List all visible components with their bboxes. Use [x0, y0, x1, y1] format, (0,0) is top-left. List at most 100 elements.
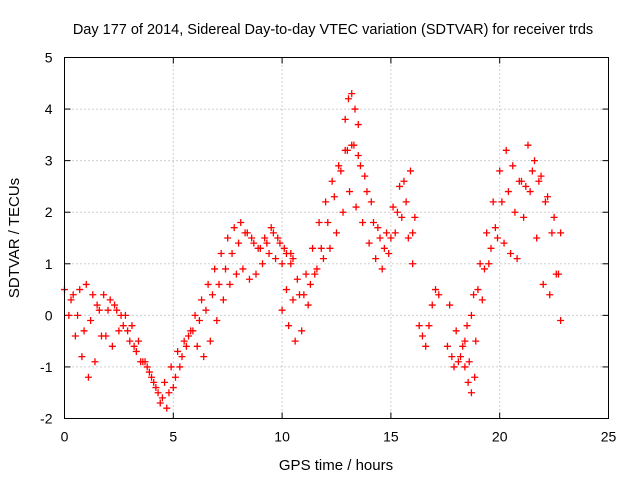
data-point: [535, 177, 543, 185]
y-axis-label: SDTVAR / TECUs: [6, 178, 23, 298]
data-point: [235, 239, 243, 247]
y-tick-label: 3: [45, 153, 53, 169]
data-point: [287, 260, 295, 268]
data-point: [341, 115, 349, 123]
data-point: [250, 239, 258, 247]
data-point: [507, 249, 515, 257]
data-point: [324, 219, 332, 227]
data-point: [311, 270, 319, 278]
data-point: [502, 146, 510, 154]
data-point: [374, 224, 382, 232]
data-point: [241, 229, 249, 237]
data-point: [335, 162, 343, 170]
data-point: [313, 265, 321, 273]
data-point: [289, 255, 297, 263]
data-point: [387, 234, 395, 242]
data-point: [354, 151, 362, 159]
data-point: [372, 255, 380, 263]
data-point: [213, 317, 221, 325]
data-point: [111, 301, 119, 309]
series-arc-h: [415, 286, 443, 350]
data-point: [259, 260, 267, 268]
data-point: [396, 182, 404, 190]
data-point: [517, 177, 525, 185]
x-tick-label: 5: [169, 429, 177, 445]
data-point: [217, 249, 225, 257]
data-point: [237, 219, 245, 227]
data-point: [467, 311, 475, 319]
data-point: [464, 378, 472, 386]
data-point: [95, 306, 103, 314]
data-point: [293, 275, 301, 283]
data-point: [452, 327, 460, 335]
data-point: [82, 280, 90, 288]
data-point: [263, 239, 271, 247]
data-point: [409, 260, 417, 268]
data-point: [352, 203, 360, 211]
data-point: [557, 229, 565, 237]
data-point: [248, 234, 256, 242]
data-point: [494, 234, 502, 242]
data-point: [93, 301, 101, 309]
data-point: [526, 188, 534, 196]
data-point: [276, 239, 284, 247]
data-point: [228, 249, 236, 257]
data-point: [224, 234, 232, 242]
data-point: [400, 177, 408, 185]
series-arc-i: [443, 146, 562, 371]
y-tick-label: -1: [40, 359, 53, 375]
data-point: [267, 224, 275, 232]
data-point: [550, 213, 558, 221]
y-tick-label: 4: [45, 101, 53, 117]
data-point: [87, 317, 95, 325]
series-arc-d: [278, 141, 417, 345]
data-point: [67, 296, 75, 304]
data-point: [398, 213, 406, 221]
y-tick-label: 5: [45, 50, 53, 66]
data-point: [219, 296, 227, 304]
data-point: [91, 358, 99, 366]
data-point: [509, 162, 517, 170]
data-point: [465, 358, 473, 366]
data-point: [446, 301, 454, 309]
x-tick-label: 20: [492, 429, 508, 445]
series-arc-b: [65, 224, 295, 412]
data-point: [463, 322, 471, 330]
data-point: [269, 229, 277, 237]
data-point: [300, 291, 308, 299]
data-point: [180, 337, 188, 345]
data-point: [141, 358, 149, 366]
data-point: [211, 265, 219, 273]
data-point: [204, 280, 212, 288]
data-point: [302, 270, 310, 278]
data-point: [274, 234, 282, 242]
data-point: [541, 198, 549, 206]
data-point: [393, 208, 401, 216]
data-point: [126, 337, 134, 345]
data-point: [356, 162, 364, 170]
series-arc-a: [61, 219, 297, 402]
data-point: [524, 141, 532, 149]
y-tick-label: 1: [45, 256, 53, 272]
data-point: [174, 347, 182, 355]
data-point: [528, 167, 536, 175]
data-point: [365, 239, 373, 247]
data-point: [348, 141, 356, 149]
data-point: [330, 193, 338, 201]
data-point: [278, 306, 286, 314]
data-point: [230, 224, 238, 232]
data-point: [124, 327, 132, 335]
data-point: [376, 234, 384, 242]
data-point: [328, 177, 336, 185]
data-point: [152, 384, 160, 392]
data-point: [265, 249, 273, 257]
data-point: [71, 332, 79, 340]
data-point: [443, 342, 451, 350]
data-point: [341, 146, 349, 154]
data-point: [226, 280, 234, 288]
data-point: [363, 188, 371, 196]
data-point: [261, 234, 269, 242]
data-point: [319, 255, 327, 263]
data-point: [487, 244, 495, 252]
data-point: [287, 249, 295, 257]
